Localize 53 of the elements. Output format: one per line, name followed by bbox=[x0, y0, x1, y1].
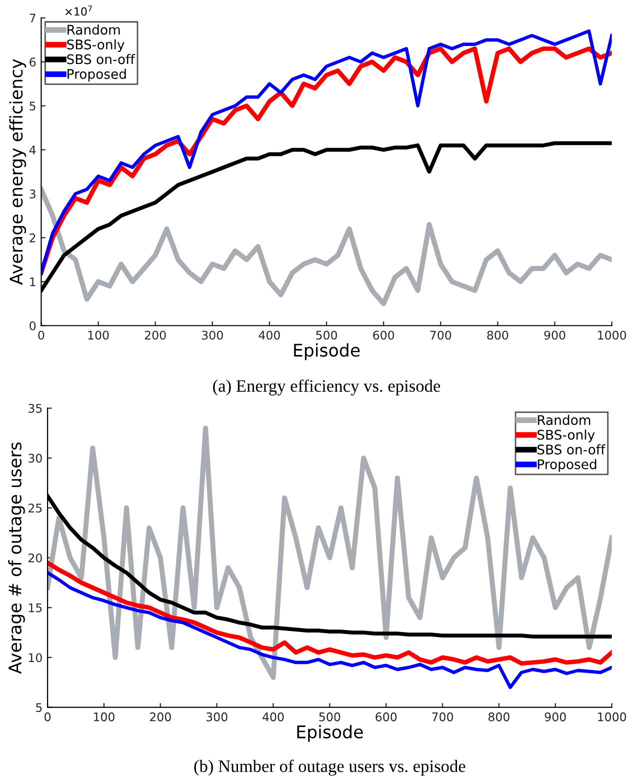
x-tick-label: 900 bbox=[544, 330, 566, 340]
y-tick-label: 35 bbox=[28, 404, 42, 413]
x-tick-label: 0 bbox=[44, 712, 51, 722]
legend-label: Random bbox=[68, 24, 120, 35]
y-tick-label: 25 bbox=[28, 504, 42, 513]
y-axis-title: Average energy efficiency bbox=[9, 59, 26, 285]
y-tick-label: 10 bbox=[28, 653, 42, 662]
x-tick-label: 300 bbox=[206, 712, 228, 722]
x-tick-label: 300 bbox=[202, 330, 223, 340]
x-tick-label: 400 bbox=[262, 712, 284, 722]
x-tick-label: 400 bbox=[258, 330, 280, 340]
legend-label: SBS on-off bbox=[67, 54, 136, 64]
text: (b) Number of outage users vs. episode bbox=[194, 760, 466, 776]
legend-label: SBS on-off bbox=[538, 444, 606, 455]
legend-label: Proposed bbox=[538, 459, 596, 472]
x-tick-label: 1000 bbox=[598, 330, 626, 340]
y-tick-label: 5 bbox=[30, 102, 36, 110]
x-tick-label: 500 bbox=[316, 330, 337, 340]
y-tick-label: 2 bbox=[30, 233, 36, 242]
x-tick-label: 800 bbox=[487, 330, 508, 340]
legend-label: Proposed bbox=[68, 68, 126, 82]
x-tick-label: 700 bbox=[432, 712, 454, 722]
y-tick-label: 15 bbox=[28, 604, 42, 612]
x-tick-label: 600 bbox=[373, 330, 394, 340]
y-tick-label: 3 bbox=[30, 189, 36, 198]
x-tick-label: 100 bbox=[94, 712, 114, 722]
x-tick-label: 200 bbox=[150, 712, 171, 722]
y-tick-label: 1 bbox=[30, 278, 36, 286]
legend-label: SBS-only bbox=[538, 430, 595, 442]
x-tick-label: 900 bbox=[544, 712, 566, 722]
legend-label: Random bbox=[538, 414, 590, 426]
y-axis-title: Average # of outage users bbox=[8, 442, 25, 674]
y-tick-label: 4 bbox=[29, 146, 36, 154]
x-axis-title: Episode bbox=[297, 725, 363, 742]
y-tick-label: 20 bbox=[28, 553, 42, 562]
x-tick-label: 200 bbox=[144, 330, 166, 340]
line-series bbox=[48, 571, 612, 690]
text: ×10$^{7}$ bbox=[66, 6, 92, 16]
x-tick-label: 700 bbox=[430, 330, 452, 340]
text: (a) Energy efficiency vs. episode bbox=[213, 379, 440, 396]
x-tick-label: 100 bbox=[88, 330, 109, 340]
y-tick-label: 7 bbox=[30, 14, 36, 22]
y-tick-label: 5 bbox=[36, 703, 42, 712]
legend-label: SBS-only bbox=[67, 39, 124, 52]
y-tick-label: 0 bbox=[30, 321, 36, 330]
x-tick-label: 600 bbox=[376, 712, 397, 722]
x-axis-title: Episode bbox=[294, 343, 360, 360]
y-tick-label: 6 bbox=[30, 58, 36, 67]
x-tick-label: 500 bbox=[319, 712, 340, 722]
y-tick-label: 30 bbox=[28, 454, 42, 463]
x-tick-label: 1000 bbox=[598, 712, 626, 722]
x-tick-label: 800 bbox=[488, 712, 510, 722]
line-series bbox=[48, 560, 612, 666]
